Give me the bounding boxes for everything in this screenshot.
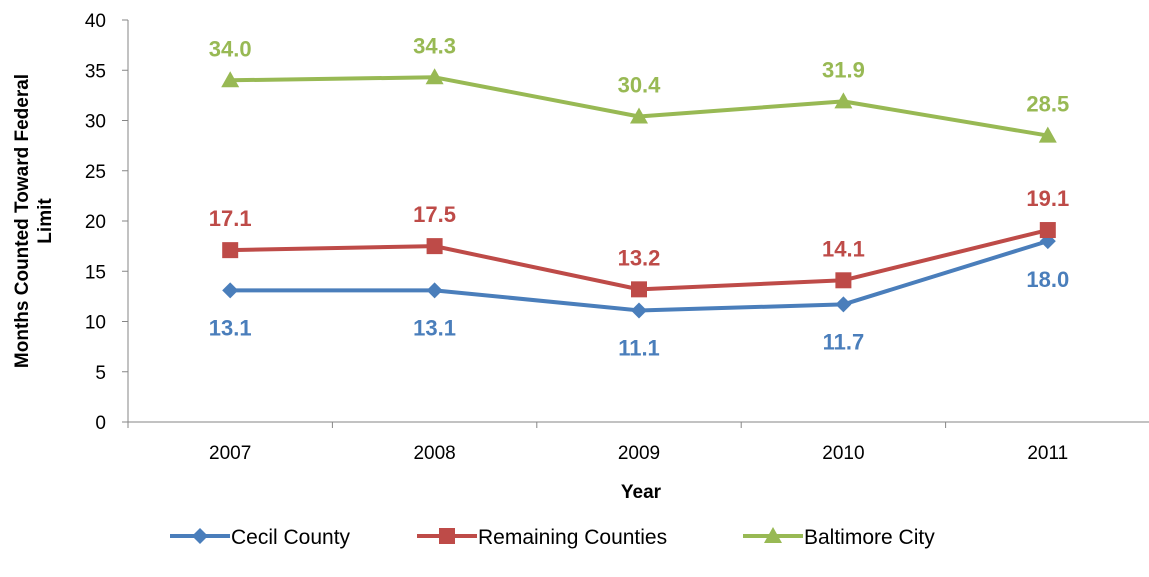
y-tick-label: 15 bbox=[85, 262, 106, 283]
series-remaining-counties: 17.1 17.5 13.2 14.1 19.1 bbox=[209, 186, 1069, 298]
data-label: 31.9 bbox=[822, 57, 865, 82]
data-point bbox=[631, 281, 647, 298]
data-point bbox=[631, 302, 647, 319]
data-point bbox=[221, 71, 240, 88]
data-point bbox=[835, 272, 852, 289]
y-axis-title: Months Counted Toward Federal Limit bbox=[12, 74, 56, 368]
data-label: 14.1 bbox=[822, 236, 865, 261]
x-tick-label: 2010 bbox=[822, 443, 864, 464]
legend-label: Baltimore City bbox=[804, 526, 935, 549]
data-point bbox=[426, 282, 443, 299]
data-point bbox=[630, 107, 648, 124]
data-label: 13.2 bbox=[618, 245, 661, 270]
data-label: 11.7 bbox=[823, 329, 865, 354]
data-point bbox=[1039, 222, 1056, 239]
data-point bbox=[426, 238, 443, 255]
data-label: 30.4 bbox=[618, 72, 662, 97]
data-label: 19.1 bbox=[1026, 186, 1069, 211]
y-tick-label: 40 bbox=[85, 11, 106, 32]
legend-item: Baltimore City bbox=[743, 526, 935, 549]
legend-marker bbox=[764, 527, 782, 543]
legend: Cecil County Remaining Counties Baltimore … bbox=[170, 526, 935, 549]
legend-marker bbox=[439, 528, 455, 544]
y-axis-ticks: 0 5 10 15 20 25 30 35 40 bbox=[85, 11, 128, 434]
data-point bbox=[222, 282, 239, 299]
legend-item: Remaining Counties bbox=[417, 526, 667, 549]
x-tick-label: 2011 bbox=[1027, 443, 1068, 464]
data-point bbox=[1038, 126, 1057, 143]
data-point bbox=[835, 296, 852, 313]
data-label: 17.1 bbox=[209, 206, 252, 231]
data-label: 13.1 bbox=[413, 315, 456, 340]
y-tick-label: 30 bbox=[85, 112, 106, 133]
data-label: 28.5 bbox=[1026, 92, 1069, 117]
legend-label: Remaining Counties bbox=[478, 526, 667, 549]
x-axis-ticks: 2007 2008 2009 2010 2011 bbox=[127, 422, 1068, 464]
data-label: 13.1 bbox=[209, 315, 252, 340]
data-label: 34.0 bbox=[209, 36, 252, 61]
y-tick-label: 25 bbox=[85, 162, 106, 183]
x-tick-label: 2007 bbox=[209, 443, 251, 464]
y-tick-label: 10 bbox=[85, 313, 106, 334]
legend-marker bbox=[192, 528, 208, 544]
data-label: 18.0 bbox=[1026, 267, 1069, 292]
x-tick-label: 2009 bbox=[618, 443, 660, 464]
series-layer: 13.1 13.1 11.1 11.7 18.0 17.1 17.5 13.2 14.1 19.1… bbox=[209, 33, 1069, 360]
data-point bbox=[834, 92, 853, 109]
x-tick-label: 2008 bbox=[413, 443, 455, 464]
series-baltimore-city: 34.0 34.3 30.4 31.9 28.5 bbox=[209, 33, 1069, 143]
y-axis-title-line: Limit bbox=[35, 198, 56, 244]
y-tick-label: 35 bbox=[85, 61, 106, 82]
y-axis-title-line: Months Counted Toward Federal bbox=[12, 74, 33, 368]
y-tick-label: 0 bbox=[95, 413, 106, 434]
series-cecil-county: 13.1 13.1 11.1 11.7 18.0 bbox=[209, 233, 1069, 360]
data-point bbox=[425, 68, 444, 85]
legend-label: Cecil County bbox=[231, 526, 351, 549]
x-axis-title: Year bbox=[621, 482, 662, 503]
data-point bbox=[222, 242, 239, 259]
y-tick-label: 20 bbox=[85, 212, 106, 233]
data-label: 17.5 bbox=[413, 202, 456, 227]
legend-item: Cecil County bbox=[170, 526, 351, 549]
data-label: 11.1 bbox=[618, 335, 660, 360]
y-tick-label: 5 bbox=[95, 363, 106, 384]
data-label: 34.3 bbox=[413, 33, 456, 58]
